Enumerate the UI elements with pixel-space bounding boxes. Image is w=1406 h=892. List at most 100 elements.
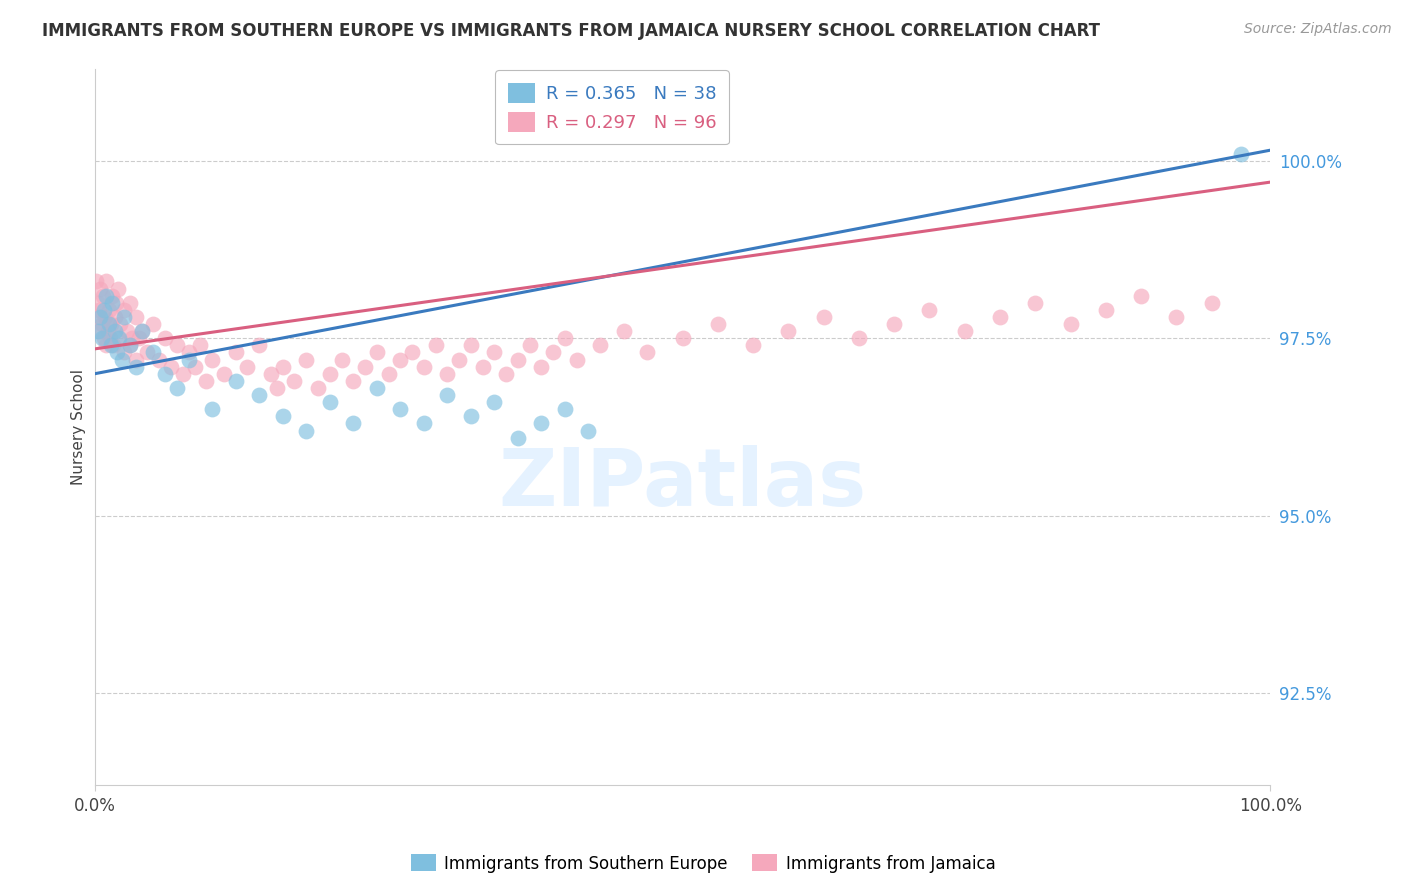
Point (1230, 146, 1253, 161)
Point (484, 345, 506, 359)
Point (554, 331, 576, 345)
Point (319, 395, 342, 409)
Point (319, 367, 342, 381)
Point (918, 302, 941, 317)
Point (98, 331, 121, 345)
Point (671, 331, 693, 345)
Point (530, 359, 553, 374)
Point (495, 367, 517, 381)
Point (90, 331, 112, 345)
Point (1166, 310, 1188, 324)
Text: ZIPatlas: ZIPatlas (498, 445, 866, 524)
Point (436, 367, 458, 381)
Point (104, 295, 127, 310)
Point (589, 338, 612, 352)
Point (97, 302, 120, 317)
Point (247, 388, 270, 402)
Point (121, 331, 143, 345)
Point (84, 275, 107, 289)
Point (565, 352, 588, 367)
Point (377, 367, 399, 381)
Point (342, 374, 364, 388)
Point (554, 402, 576, 417)
Point (412, 417, 434, 431)
Point (100, 338, 122, 352)
Point (778, 324, 800, 338)
Point (425, 338, 447, 352)
Point (506, 431, 529, 445)
Point (166, 338, 188, 352)
Point (100, 317, 122, 331)
Point (87, 295, 110, 310)
Point (283, 374, 305, 388)
Point (125, 352, 148, 367)
Point (190, 338, 212, 352)
Point (1024, 295, 1046, 310)
Point (307, 381, 329, 395)
Point (530, 417, 553, 431)
Point (89, 282, 111, 296)
Point (112, 310, 135, 324)
Point (107, 282, 129, 296)
Point (87, 324, 110, 338)
Point (266, 381, 288, 395)
Point (1095, 302, 1118, 317)
Point (90, 317, 112, 331)
Point (201, 402, 224, 417)
Point (131, 324, 153, 338)
Point (136, 345, 159, 359)
Point (366, 345, 388, 359)
Point (118, 295, 141, 310)
Point (519, 338, 541, 352)
Point (125, 359, 148, 374)
Point (131, 324, 153, 338)
Point (436, 388, 458, 402)
Point (401, 345, 423, 359)
Point (201, 352, 224, 367)
Point (195, 374, 218, 388)
Point (541, 345, 564, 359)
Point (1130, 288, 1153, 302)
Point (93, 331, 115, 345)
Point (578, 424, 600, 438)
Point (471, 359, 494, 374)
Point (813, 310, 835, 324)
Point (848, 331, 870, 345)
Point (89, 302, 111, 317)
Point (183, 359, 205, 374)
Point (94, 310, 117, 324)
Point (110, 352, 132, 367)
Point (117, 324, 139, 338)
Point (449, 352, 471, 367)
Point (105, 345, 128, 359)
Point (366, 381, 388, 395)
Point (225, 374, 247, 388)
Point (97, 317, 120, 331)
Point (142, 317, 165, 331)
Point (613, 324, 636, 338)
Point (96, 338, 118, 352)
Point (160, 359, 183, 374)
Point (108, 331, 131, 345)
Point (93, 302, 115, 317)
Point (148, 352, 170, 367)
Point (166, 381, 188, 395)
Point (883, 317, 905, 331)
Point (112, 345, 135, 359)
Point (212, 367, 235, 381)
Point (636, 345, 658, 359)
Point (96, 288, 118, 302)
Point (988, 310, 1011, 324)
Point (506, 352, 529, 367)
Point (271, 359, 294, 374)
Point (225, 345, 247, 359)
Point (177, 352, 200, 367)
Point (707, 317, 730, 331)
Point (101, 288, 124, 302)
Legend: Immigrants from Southern Europe, Immigrants from Jamaica: Immigrants from Southern Europe, Immigra… (404, 847, 1002, 880)
Point (110, 317, 132, 331)
Point (103, 324, 125, 338)
Point (101, 295, 124, 310)
Point (260, 367, 283, 381)
Point (330, 352, 353, 367)
